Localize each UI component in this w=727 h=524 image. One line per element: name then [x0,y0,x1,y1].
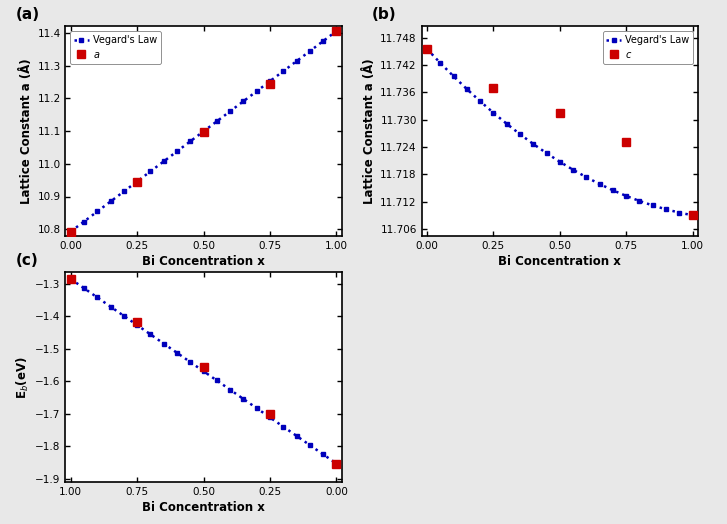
Vegard's Law [146,168,155,174]
Vegard's Law [475,98,484,104]
$c$ [489,84,498,91]
Vegard's Law [595,181,604,187]
X-axis label: Bi Concentration x: Bi Concentration x [142,255,265,268]
Vegard's Law [688,212,697,219]
Vegard's Law [239,98,248,104]
Vegard's Law [422,46,431,52]
Vegard's Law [555,159,564,165]
Vegard's Law [622,193,630,199]
Vegard's Law [159,158,168,165]
Line: Vegard's Law: Vegard's Law [425,47,695,218]
$a$ [133,179,142,185]
Y-axis label: E$_b$(eV): E$_b$(eV) [15,356,31,399]
Text: (c): (c) [16,253,39,268]
Vegard's Law [66,228,75,235]
Vegard's Law [212,118,221,125]
Vegard's Law [292,58,301,64]
$c$ [555,110,564,116]
$c$ [622,139,630,146]
Vegard's Law [662,206,670,212]
Text: (a): (a) [16,7,40,22]
Vegard's Law [186,138,195,145]
Vegard's Law [635,198,644,204]
Vegard's Law [318,38,327,45]
Line: $a$: $a$ [67,27,340,236]
Vegard's Law [279,68,288,74]
Vegard's Law [542,150,551,156]
Vegard's Law [449,73,458,80]
Vegard's Law [436,60,445,66]
Vegard's Law [252,88,261,94]
Vegard's Law [462,86,471,92]
Vegard's Law [332,28,341,34]
Legend: Vegard's Law, $a$: Vegard's Law, $a$ [71,31,161,64]
$a$ [66,228,75,235]
Vegard's Law [582,174,591,180]
Vegard's Law [608,187,617,193]
X-axis label: Bi Concentration x: Bi Concentration x [498,255,622,268]
Vegard's Law [569,167,577,173]
Vegard's Law [515,131,524,137]
Vegard's Law [502,121,511,127]
Vegard's Law [172,148,181,155]
Vegard's Law [133,178,142,184]
Y-axis label: Lattice Constant a (Å): Lattice Constant a (Å) [20,58,33,204]
Vegard's Law [119,188,128,194]
Vegard's Law [305,48,314,54]
Vegard's Law [106,199,115,205]
$c$ [688,212,697,219]
$a$ [332,28,341,34]
Vegard's Law [199,128,208,135]
Line: Vegard's Law: Vegard's Law [68,29,339,234]
Vegard's Law [648,202,657,209]
Legend: Vegard's Law, $c$: Vegard's Law, $c$ [603,31,693,64]
Vegard's Law [529,141,537,147]
Vegard's Law [80,219,89,225]
Vegard's Law [675,210,683,216]
Vegard's Law [265,78,274,84]
Vegard's Law [93,209,102,215]
$a$ [265,80,274,86]
$a$ [199,128,208,135]
Line: $c$: $c$ [423,45,696,220]
$c$ [422,46,431,52]
Y-axis label: Lattice Constant a (Å): Lattice Constant a (Å) [363,58,376,204]
Text: (b): (b) [372,7,396,22]
Vegard's Law [226,108,235,114]
X-axis label: Bi Concentration x: Bi Concentration x [142,501,265,514]
Vegard's Law [489,110,498,116]
